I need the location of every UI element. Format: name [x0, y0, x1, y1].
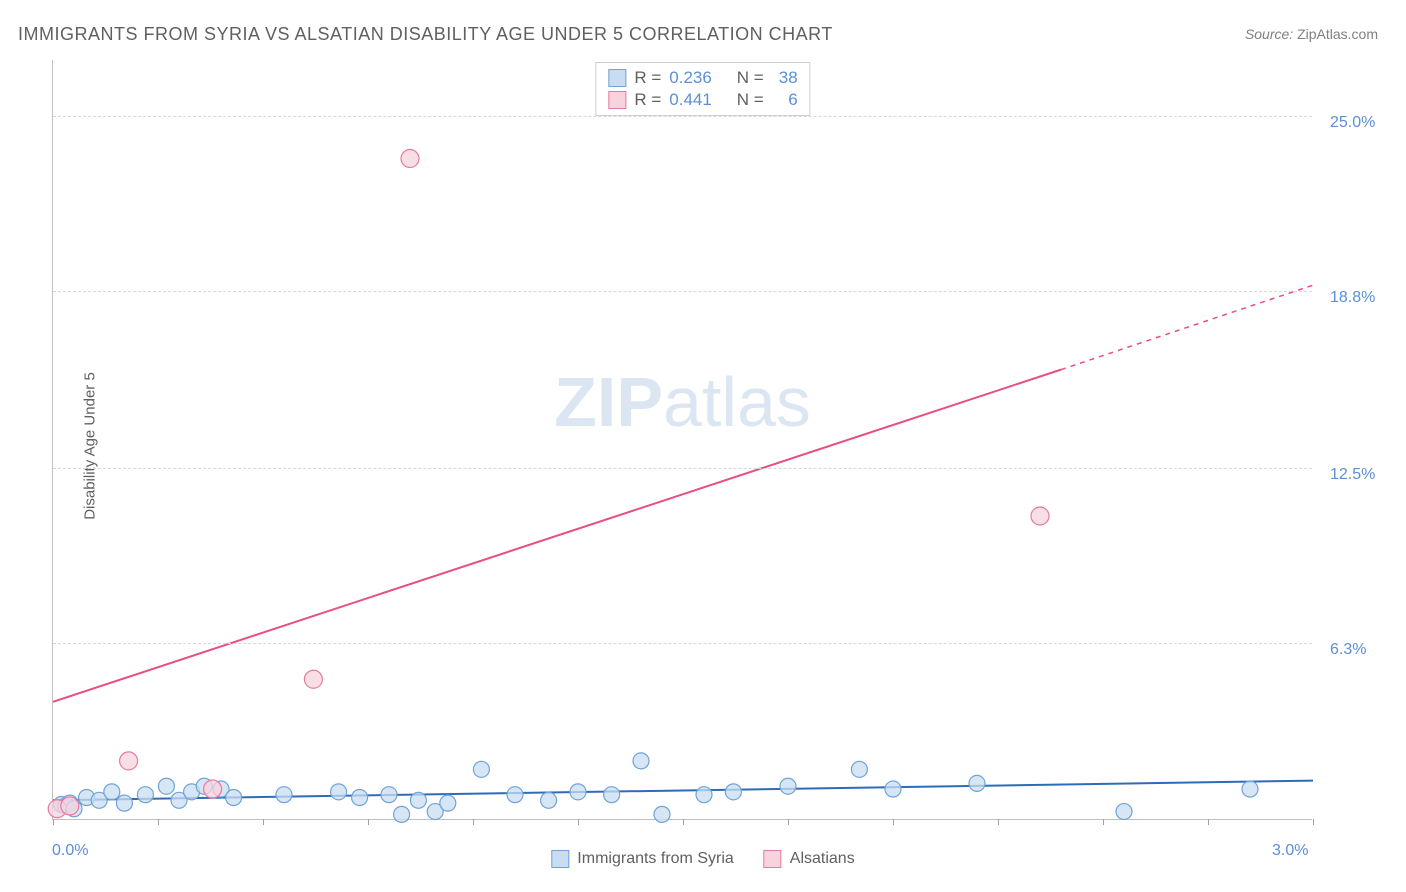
stats-n-label: N = [727, 90, 763, 110]
legend-item: Immigrants from Syria [551, 850, 733, 868]
data-point [304, 670, 322, 688]
data-point [352, 789, 368, 805]
x-tick-label: 3.0% [1272, 842, 1308, 860]
data-point [654, 806, 670, 822]
data-point [61, 797, 79, 815]
stats-n-label: N = [727, 68, 763, 88]
data-point [885, 781, 901, 797]
stats-n-value: 6 [772, 90, 798, 110]
x-tick [158, 819, 159, 825]
x-tick [263, 819, 264, 825]
y-tick-label: 12.5% [1330, 466, 1375, 484]
x-tick [683, 819, 684, 825]
gridline [53, 468, 1312, 469]
data-point [696, 787, 712, 803]
x-tick [1208, 819, 1209, 825]
gridline [53, 116, 1312, 117]
data-point [401, 150, 419, 168]
legend-swatch [608, 69, 626, 87]
trend-line [53, 370, 1061, 702]
data-point [541, 792, 557, 808]
x-tick [473, 819, 474, 825]
y-tick-label: 6.3% [1330, 641, 1366, 659]
data-point [394, 806, 410, 822]
data-point [137, 787, 153, 803]
stats-legend: R = 0.236 N = 38 R = 0.441 N = 6 [595, 62, 810, 116]
source-label: Source: [1245, 26, 1293, 42]
plot-area: ZIPatlas [52, 60, 1312, 820]
data-point [120, 752, 138, 770]
stats-r-label: R = [634, 68, 661, 88]
data-point [1031, 507, 1049, 525]
x-tick-label: 0.0% [52, 842, 88, 860]
data-point [276, 787, 292, 803]
legend-item: Alsatians [764, 850, 855, 868]
data-point [1116, 804, 1132, 820]
data-point [381, 787, 397, 803]
stats-legend-row: R = 0.441 N = 6 [608, 89, 797, 111]
legend-label: Alsatians [790, 850, 855, 868]
data-point [226, 789, 242, 805]
stats-n-value: 38 [772, 68, 798, 88]
data-point [604, 787, 620, 803]
stats-legend-row: R = 0.236 N = 38 [608, 67, 797, 89]
data-point [204, 780, 222, 798]
data-point [633, 753, 649, 769]
stats-r-value: 0.236 [669, 68, 719, 88]
data-point [851, 761, 867, 777]
x-tick [578, 819, 579, 825]
chart-svg [53, 60, 1312, 819]
trend-line-extrapolated [1061, 285, 1313, 369]
data-point [969, 775, 985, 791]
data-point [158, 778, 174, 794]
data-point [570, 784, 586, 800]
chart-title: IMMIGRANTS FROM SYRIA VS ALSATIAN DISABI… [18, 24, 833, 45]
legend-swatch [764, 850, 782, 868]
x-tick [998, 819, 999, 825]
data-point [440, 795, 456, 811]
bottom-legend: Immigrants from Syria Alsatians [551, 850, 854, 868]
x-tick [788, 819, 789, 825]
legend-label: Immigrants from Syria [577, 850, 733, 868]
data-point [104, 784, 120, 800]
data-point [473, 761, 489, 777]
source-name: ZipAtlas.com [1297, 26, 1378, 42]
stats-r-value: 0.441 [669, 90, 719, 110]
stats-r-label: R = [634, 90, 661, 110]
legend-swatch [608, 91, 626, 109]
data-point [725, 784, 741, 800]
legend-swatch [551, 850, 569, 868]
data-point [331, 784, 347, 800]
gridline [53, 643, 1312, 644]
x-tick [368, 819, 369, 825]
data-point [410, 792, 426, 808]
y-tick-label: 18.8% [1330, 289, 1375, 307]
y-tick-label: 25.0% [1330, 114, 1375, 132]
source-attribution: Source: ZipAtlas.com [1245, 26, 1378, 42]
x-tick [1313, 819, 1314, 825]
data-point [780, 778, 796, 794]
data-point [1242, 781, 1258, 797]
gridline [53, 291, 1312, 292]
data-point [116, 795, 132, 811]
x-tick [53, 819, 54, 825]
x-tick [1103, 819, 1104, 825]
x-tick [893, 819, 894, 825]
data-point [507, 787, 523, 803]
